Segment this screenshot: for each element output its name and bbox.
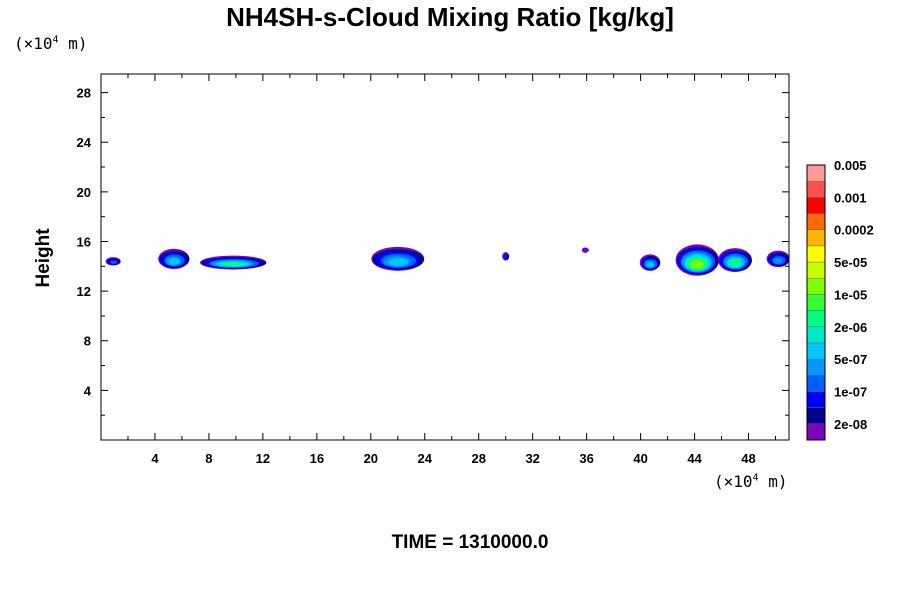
colorbar-label: 0.005 [834, 158, 867, 173]
cloud-cell [675, 244, 719, 276]
cloud-cell [639, 254, 661, 271]
cell-contour [110, 260, 118, 264]
y-tick-label: 16 [77, 234, 91, 249]
colorbar: 2e-08 1e-07 5e-07 2e-06 1e-05 5e-05 0.0002 0.00… [806, 158, 874, 441]
cell-contour [730, 260, 741, 267]
x-unit-suffix: m) [758, 472, 788, 491]
colorbar-swatch [806, 391, 826, 408]
cloud-cell [158, 248, 190, 269]
y-unit-exponent: 4 [52, 34, 59, 46]
cell-contour [647, 262, 655, 268]
colorbar-label: 5e-05 [834, 255, 867, 270]
colorbar-swatch [806, 261, 826, 279]
colorbar-swatch [806, 245, 826, 263]
y-tick-label: 8 [84, 334, 91, 349]
cloud-cell [371, 246, 425, 271]
cell-contour [168, 258, 181, 265]
x-tick-label: 32 [525, 451, 539, 466]
colorbar-label: 0.0002 [834, 223, 874, 238]
cell-contour [388, 258, 409, 267]
colorbar-swatch [806, 277, 826, 295]
cell-contour [503, 255, 507, 260]
x-unit-exponent: 4 [752, 472, 759, 484]
colorbar-swatch [806, 229, 826, 247]
y-tick-label: 4 [84, 383, 92, 398]
cloud-field [105, 244, 789, 276]
y-tick-label: 20 [77, 185, 91, 200]
colorbar-swatch [806, 164, 826, 182]
time-label: TIME = 1310000.0 [391, 532, 549, 553]
colorbar-swatch [806, 358, 826, 376]
colorbar-swatch [806, 423, 826, 441]
y-unit-suffix: m) [58, 34, 88, 53]
cell-edge [581, 247, 589, 253]
x-axis-unit: (×104 m) [714, 472, 787, 491]
x-tick-label: 8 [205, 451, 212, 466]
x-tick-label: 44 [687, 451, 702, 466]
colorbar-label: 2e-08 [834, 417, 867, 432]
cell-contour [691, 260, 704, 269]
colorbar-swatch [806, 342, 826, 360]
cloud-cell [718, 248, 753, 273]
chart-title: NH4SH-s-Cloud Mixing Ratio [kg/kg] [226, 2, 674, 32]
y-tick-label: 24 [77, 135, 92, 150]
colorbar-label: 1e-05 [834, 287, 867, 302]
x-tick-label: 4 [151, 451, 159, 466]
x-tick-label: 36 [579, 451, 593, 466]
y-axis-title: Height [33, 228, 54, 288]
x-tick-label: 24 [418, 451, 433, 466]
x-tick-label: 12 [256, 451, 270, 466]
y-tick-label: 28 [77, 86, 91, 101]
x-tick-label: 20 [364, 451, 378, 466]
y-axis-unit: (×104 m) [14, 34, 87, 53]
cloud-cell [200, 255, 267, 270]
colorbar-swatch [806, 326, 826, 344]
cloud-cell [766, 250, 789, 268]
colorbar-label: 0.001 [834, 190, 867, 205]
y-unit-prefix: (×10 [14, 34, 53, 53]
x-tick-label: 48 [741, 451, 755, 466]
cloud-cell [502, 252, 510, 261]
cell-contour [772, 257, 783, 264]
colorbar-swatch [806, 407, 826, 425]
colorbar-swatch [806, 375, 826, 392]
x-tick-label: 16 [310, 451, 324, 466]
colorbar-swatch [806, 180, 826, 198]
cloud-cell [105, 257, 121, 266]
cloud-cell [581, 247, 589, 253]
x-unit-prefix: (×10 [714, 472, 753, 491]
colorbar-swatch [806, 310, 826, 328]
colorbar-label: 5e-07 [834, 352, 867, 367]
colorbar-label: 1e-07 [834, 384, 867, 399]
cell-contour [223, 262, 245, 267]
x-tick-label: 28 [471, 451, 485, 466]
colorbar-swatch [806, 197, 826, 214]
colorbar-swatch [806, 294, 826, 311]
colorbar-swatch [806, 213, 826, 230]
plot-frame [100, 73, 790, 441]
y-tick-label: 12 [77, 284, 91, 299]
x-tick-label: 40 [633, 451, 647, 466]
colorbar-label: 2e-06 [834, 320, 867, 335]
colorbar-frame [806, 164, 826, 441]
